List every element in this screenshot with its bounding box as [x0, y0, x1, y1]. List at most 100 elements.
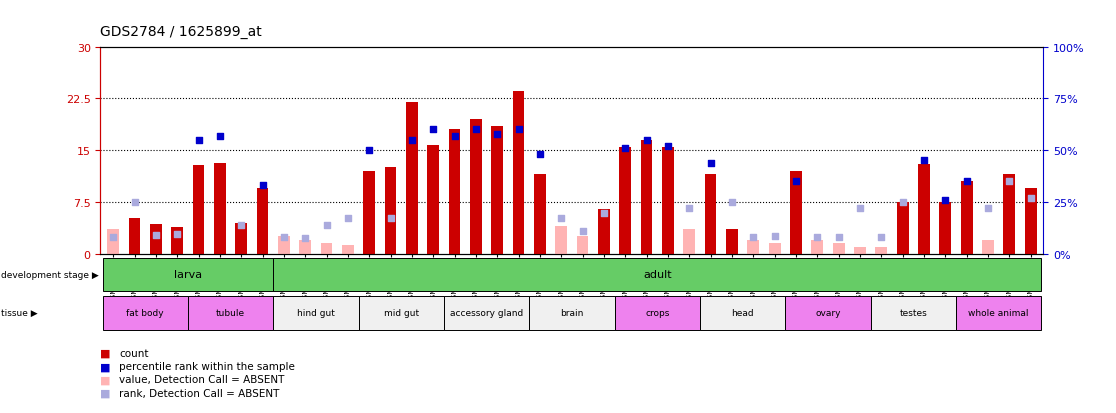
Bar — [833, 244, 845, 254]
Bar — [705, 175, 716, 254]
Point — [1000, 178, 1018, 185]
Text: testes: testes — [899, 308, 927, 317]
Text: development stage ▶: development stage ▶ — [1, 270, 99, 279]
Bar — [940, 202, 951, 254]
Point — [574, 228, 591, 235]
Bar — [278, 237, 290, 254]
Point — [424, 127, 442, 133]
Point — [787, 178, 805, 185]
Bar — [956, 297, 1041, 330]
Bar — [556, 226, 567, 254]
Text: tubule: tubule — [217, 308, 246, 317]
Bar — [786, 297, 870, 330]
Point — [936, 197, 954, 204]
Point — [531, 152, 549, 158]
Point — [126, 199, 144, 206]
Text: adult: adult — [643, 269, 672, 279]
Bar — [187, 297, 273, 330]
Point — [403, 137, 421, 144]
Bar — [683, 230, 695, 254]
Text: whole animal: whole animal — [969, 308, 1029, 317]
Bar — [529, 297, 615, 330]
Bar — [700, 297, 786, 330]
Text: value, Detection Call = ABSENT: value, Detection Call = ABSENT — [119, 375, 285, 385]
Point — [915, 158, 933, 164]
Text: mid gut: mid gut — [384, 308, 418, 317]
Bar — [449, 130, 461, 254]
Text: count: count — [119, 348, 148, 358]
Bar — [273, 297, 358, 330]
Point — [169, 231, 186, 238]
Bar — [103, 297, 187, 330]
Bar — [727, 230, 738, 254]
Bar — [1024, 189, 1037, 254]
Text: crops: crops — [645, 308, 670, 317]
Bar — [982, 240, 994, 254]
Text: GDS2784 / 1625899_at: GDS2784 / 1625899_at — [100, 25, 262, 39]
Bar — [918, 164, 930, 254]
Point — [466, 127, 484, 133]
Text: ovary: ovary — [815, 308, 840, 317]
Bar — [257, 189, 269, 254]
Point — [445, 133, 463, 140]
Point — [723, 199, 741, 206]
Point — [616, 145, 634, 152]
Text: rank, Detection Call = ABSENT: rank, Detection Call = ABSENT — [119, 388, 280, 398]
Bar — [512, 92, 525, 254]
Bar — [854, 247, 866, 254]
Text: fat body: fat body — [126, 308, 164, 317]
Bar — [343, 246, 354, 254]
Bar — [358, 297, 444, 330]
Bar — [128, 218, 141, 254]
Bar — [193, 166, 204, 254]
Point — [979, 205, 997, 212]
Point — [702, 160, 720, 166]
Bar — [214, 163, 225, 254]
Bar — [577, 237, 588, 254]
Text: hind gut: hind gut — [297, 308, 335, 317]
Point — [681, 205, 699, 212]
Point — [339, 216, 357, 222]
Bar — [641, 140, 653, 254]
Text: ■: ■ — [100, 388, 110, 398]
Point — [318, 222, 336, 228]
Bar — [273, 258, 1041, 292]
Point — [829, 234, 847, 241]
Point — [360, 147, 378, 154]
Point — [211, 133, 229, 140]
Bar — [619, 147, 632, 254]
Bar — [172, 227, 183, 254]
Bar — [769, 244, 780, 254]
Point — [232, 222, 250, 228]
Text: ■: ■ — [100, 361, 110, 371]
Bar — [748, 240, 759, 254]
Point — [552, 216, 570, 222]
Bar — [320, 244, 333, 254]
Point — [637, 137, 655, 144]
Text: ■: ■ — [100, 375, 110, 385]
Point — [852, 205, 869, 212]
Point — [958, 178, 975, 185]
Bar — [385, 168, 396, 254]
Point — [744, 234, 762, 241]
Bar — [491, 127, 503, 254]
Point — [489, 131, 507, 138]
Text: accessory gland: accessory gland — [450, 308, 523, 317]
Bar — [103, 258, 273, 292]
Text: larva: larva — [174, 269, 202, 279]
Point — [147, 232, 165, 239]
Point — [190, 137, 208, 144]
Point — [808, 234, 826, 241]
Bar — [444, 297, 529, 330]
Point — [1022, 195, 1040, 202]
Bar — [870, 297, 956, 330]
Point — [766, 233, 783, 240]
Bar — [875, 247, 887, 254]
Bar — [150, 224, 162, 254]
Point — [104, 234, 122, 241]
Bar — [406, 102, 417, 254]
Point — [873, 234, 891, 241]
Bar — [299, 240, 311, 254]
Point — [253, 183, 271, 189]
Point — [297, 235, 315, 242]
